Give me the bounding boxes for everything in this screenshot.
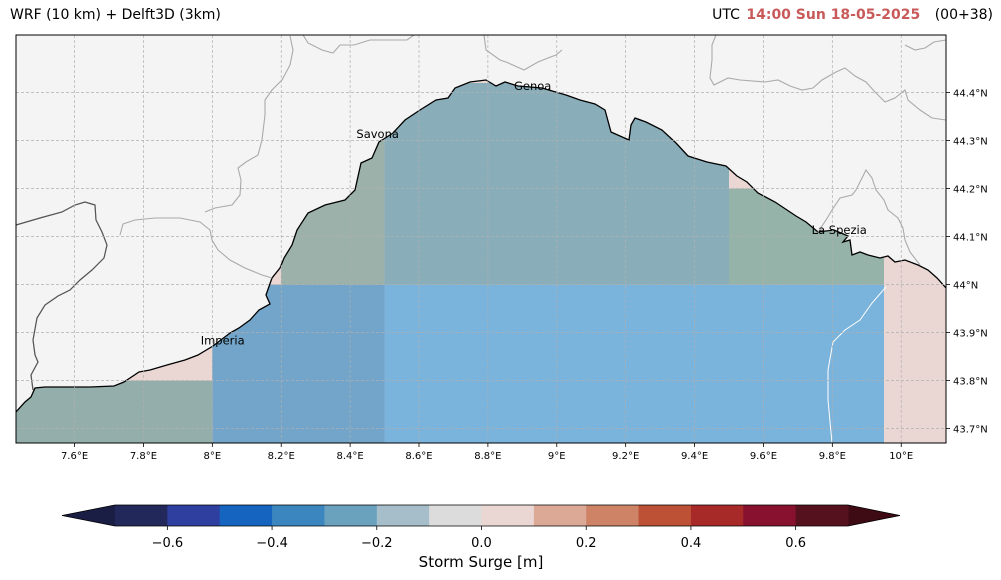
lat-tick-label: 44.4°N xyxy=(953,89,988,100)
utc-label: UTC xyxy=(712,7,740,23)
colorbar-bin xyxy=(167,505,221,526)
lat-tick-label: 43.7°N xyxy=(953,425,988,436)
lon-tick-label: 10°E xyxy=(889,451,913,462)
colorbar: −0.6 −0.4 −0.2 0.0 0.2 0.4 0.6 xyxy=(61,504,901,551)
lat-tick-label: 44.2°N xyxy=(953,185,988,196)
colorbar-extend-max xyxy=(848,505,900,526)
colorbar-tick-label: 0.4 xyxy=(681,536,702,551)
colorbar-tick-label: 0.0 xyxy=(471,536,492,551)
city-label-savona: Savona xyxy=(356,127,399,141)
coastline xyxy=(16,79,946,413)
colorbar-bin xyxy=(272,505,325,526)
map-frame xyxy=(15,34,947,444)
lon-tick-label: 7.6°E xyxy=(61,451,88,462)
city-label-imperia: Imperia xyxy=(201,334,245,348)
lon-tick-label: 8.2°E xyxy=(268,451,295,462)
model-title: WRF (10 km) + Delft3D (3km) xyxy=(10,7,221,23)
colorbar-bin xyxy=(743,505,797,526)
lon-tick-label: 9.4°E xyxy=(681,451,708,462)
lon-tick-label: 8.8°E xyxy=(474,451,501,462)
surge-cell-far-west-cells xyxy=(16,380,213,443)
colorbar-bin xyxy=(533,505,587,526)
colorbar-bin xyxy=(219,505,273,526)
city-label-la-spezia: La Spezia xyxy=(812,223,867,237)
colorbar-bin xyxy=(690,505,744,526)
colorbar-outline xyxy=(61,504,901,527)
lon-tick-label: 9°E xyxy=(548,451,566,462)
valid-time-header: UTC 14:00 Sun 18-05-2025 (00+38) xyxy=(712,7,993,23)
lat-tick-label: 44°N xyxy=(953,281,978,292)
model-domain-edge xyxy=(827,286,887,443)
colorbar-bin xyxy=(795,505,849,526)
colorbar-bin xyxy=(429,505,482,526)
colorbar-bin xyxy=(115,505,168,526)
colorbar-tick-label: −0.6 xyxy=(152,536,184,551)
lat-tick-label: 43.8°N xyxy=(953,377,988,388)
land-mask xyxy=(16,35,946,412)
colorbar-bin xyxy=(324,505,378,526)
city-label-genoa: Genoa xyxy=(514,79,551,93)
map-area: Genoa Savona La Spezia Imperia xyxy=(16,35,946,443)
colorbar-bin xyxy=(586,505,640,526)
lon-tick-label: 8°E xyxy=(203,451,221,462)
longitude-ticks: 7.6°E 7.8°E 8°E 8.2°E 8.4°E 8.6°E 8.8°E 9°E 9.2°… xyxy=(61,443,913,462)
colorbar-label: Storm Surge [m] xyxy=(418,553,544,571)
lat-tick-label: 43.9°N xyxy=(953,329,988,340)
latitude-ticks: 44.4°N 44.3°N 44.2°N 44.1°N 44°N 43.9°N 43.8°N… xyxy=(946,89,988,436)
colorbar-bin xyxy=(638,505,692,526)
colorbar-tick-label: −0.2 xyxy=(361,536,393,551)
colorbar-bin xyxy=(376,505,430,526)
national-border xyxy=(16,201,108,391)
colorbar-tick-label: −0.4 xyxy=(256,536,288,551)
valid-datetime: 14:00 Sun 18-05-2025 xyxy=(746,7,921,23)
lon-tick-label: 9.8°E xyxy=(819,451,846,462)
colorbar-tick-label: 0.2 xyxy=(576,536,597,551)
lon-tick-label: 9.6°E xyxy=(750,451,777,462)
colorbar-tick-label: 0.6 xyxy=(785,536,806,551)
colorbar-bin xyxy=(481,505,535,526)
lon-tick-label: 8.4°E xyxy=(336,451,363,462)
colorbar-extend-min xyxy=(62,505,115,526)
lon-tick-label: 8.6°E xyxy=(405,451,432,462)
lon-tick-label: 9.2°E xyxy=(612,451,639,462)
lat-tick-label: 44.3°N xyxy=(953,137,988,148)
city-labels: Genoa Savona La Spezia Imperia xyxy=(201,79,867,347)
graticule xyxy=(16,35,946,443)
lon-tick-label: 7.8°E xyxy=(130,451,157,462)
lat-tick-label: 44.1°N xyxy=(953,233,988,244)
surge-cell-south-central-cells xyxy=(384,284,884,443)
lead-time: (00+38) xyxy=(934,7,993,23)
